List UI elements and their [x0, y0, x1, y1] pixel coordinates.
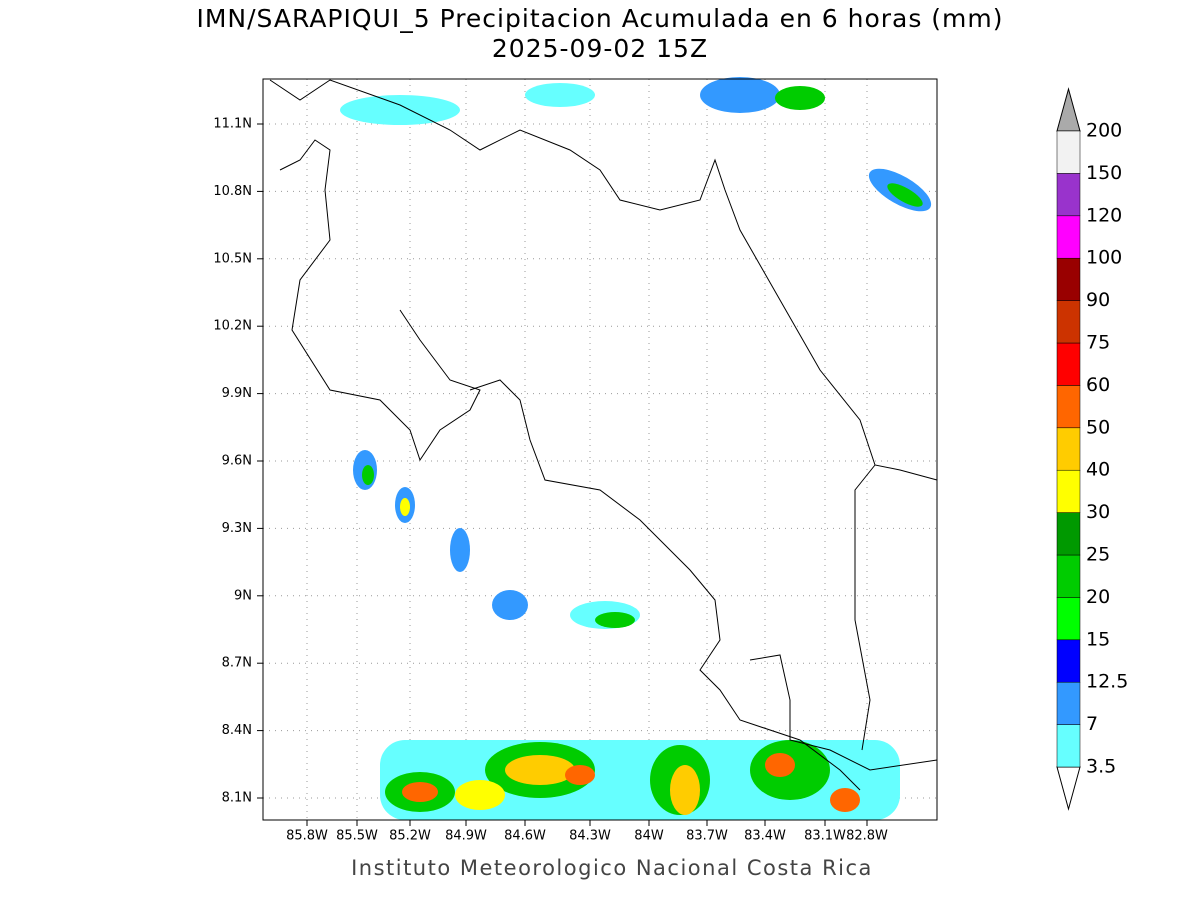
lon-label: 83.4W: [744, 829, 786, 844]
colorbar-segment: [1056, 427, 1081, 471]
lat-label: 8.1N: [222, 791, 252, 806]
colorbar-label: 75: [1086, 332, 1110, 354]
colorbar-label: 200: [1086, 120, 1122, 142]
colorbar-segment: [1056, 342, 1081, 386]
colorbar-label: 25: [1086, 544, 1110, 566]
lat-label: 10.8N: [213, 184, 252, 199]
lon-label: 83.7W: [686, 829, 728, 844]
lat-label: 8.4N: [222, 723, 252, 738]
colorbar-label: 3.5: [1086, 756, 1116, 778]
colorbar-label: 60: [1086, 374, 1110, 396]
colorbar-label: 30: [1086, 501, 1110, 523]
title: IMN/SARAPIQUI_5 Precipitacion Acumulada …: [196, 4, 1003, 33]
grid: [263, 79, 937, 820]
colorbar-label: 40: [1086, 459, 1110, 481]
lat-label: 9.9N: [222, 386, 252, 401]
colorbar-label: 7: [1086, 713, 1098, 735]
colorbar-segment: [1056, 512, 1081, 556]
footer: Instituto Meteorologico Nacional Costa R…: [351, 856, 873, 880]
lon-label: 84.6W: [504, 829, 546, 844]
colorbar-label: 20: [1086, 586, 1110, 608]
lat-label: 9N: [234, 588, 252, 603]
lat-label: 8.7N: [222, 656, 252, 671]
colorbar-segment: [1056, 681, 1081, 725]
colorbar-segment: [1056, 597, 1081, 641]
colorbar-segment: [1056, 724, 1081, 768]
colorbar-segment: [1056, 173, 1081, 217]
colorbar-label: 120: [1086, 204, 1122, 226]
colorbar-label: 150: [1086, 162, 1122, 184]
lon-label: 85.5W: [336, 829, 378, 844]
colorbar-segment: [1056, 215, 1081, 259]
colorbar-segment: [1056, 130, 1081, 174]
colorbar-label: 100: [1086, 247, 1122, 269]
lon-label: 85.2W: [389, 829, 431, 844]
lat-label: 9.3N: [222, 521, 252, 536]
colorbar-label: 50: [1086, 416, 1110, 438]
precipitation: [340, 77, 932, 820]
colorbar-above: [1056, 87, 1081, 132]
colorbar-segment: [1056, 300, 1081, 344]
colorbar-segment: [1056, 469, 1081, 513]
colorbar-segment: [1056, 639, 1081, 683]
lat-label: 10.2N: [213, 319, 252, 334]
lon-label: 85.8W: [286, 829, 328, 844]
lon-label: 84W: [634, 829, 664, 844]
colorbar-label: 90: [1086, 289, 1110, 311]
lon-label: 84.3W: [569, 829, 611, 844]
colorbar-segment: [1056, 257, 1081, 301]
coastline: [269, 79, 938, 791]
subtitle: 2025-09-02 15Z: [492, 34, 708, 63]
colorbar-label: 12.5: [1086, 671, 1128, 693]
lat-label: 9.6N: [222, 454, 252, 469]
lat-label: 10.5N: [213, 251, 252, 266]
colorbar-segment: [1056, 385, 1081, 429]
colorbar-below: [1056, 766, 1081, 811]
lat-label: 11.1N: [213, 117, 252, 132]
colorbar-label: 15: [1086, 628, 1110, 650]
lon-label: 83.1W: [804, 829, 846, 844]
map-frame: [262, 78, 938, 821]
lon-label: 82.8W: [846, 829, 888, 844]
lon-label: 84.9W: [445, 829, 487, 844]
colorbar-segment: [1056, 554, 1081, 598]
